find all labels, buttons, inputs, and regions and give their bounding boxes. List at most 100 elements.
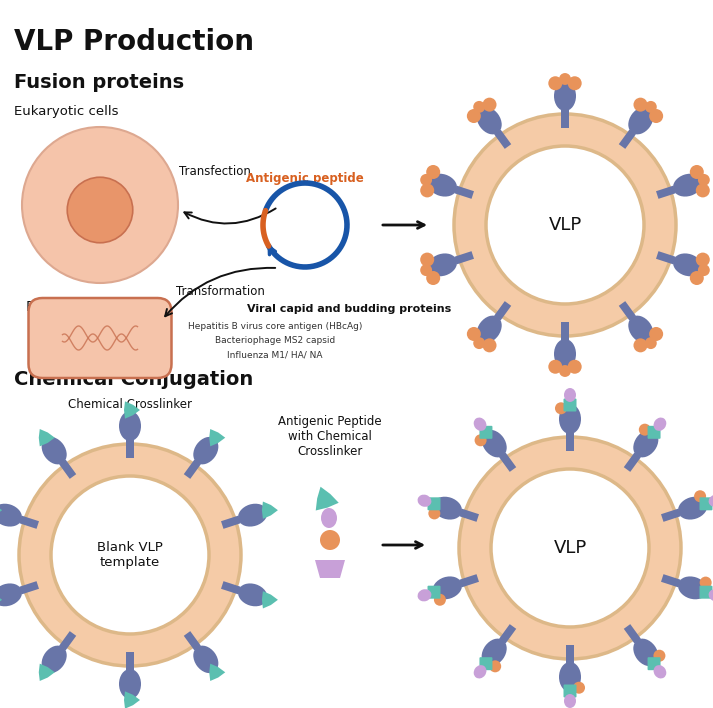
Polygon shape — [561, 322, 569, 340]
Ellipse shape — [709, 589, 713, 601]
Ellipse shape — [709, 495, 713, 507]
Text: Fusion proteins: Fusion proteins — [14, 73, 184, 92]
Polygon shape — [262, 501, 278, 519]
Ellipse shape — [628, 316, 653, 343]
Ellipse shape — [633, 430, 658, 457]
Circle shape — [548, 76, 563, 90]
Polygon shape — [459, 574, 479, 588]
Ellipse shape — [0, 583, 22, 606]
FancyBboxPatch shape — [699, 586, 712, 599]
Ellipse shape — [673, 253, 702, 276]
Circle shape — [555, 402, 567, 414]
Text: Eukaryotic cells: Eukaryotic cells — [14, 105, 118, 118]
FancyBboxPatch shape — [699, 497, 712, 510]
Circle shape — [320, 530, 340, 550]
Circle shape — [689, 165, 704, 179]
Text: VLP Production: VLP Production — [14, 28, 254, 56]
Polygon shape — [39, 429, 55, 446]
Text: VLP: VLP — [548, 216, 582, 234]
Circle shape — [51, 476, 209, 634]
Polygon shape — [619, 301, 636, 321]
FancyBboxPatch shape — [428, 586, 441, 599]
Circle shape — [489, 661, 501, 673]
Circle shape — [696, 253, 710, 267]
Circle shape — [429, 508, 441, 520]
Circle shape — [649, 109, 663, 123]
Ellipse shape — [654, 418, 666, 431]
Ellipse shape — [477, 316, 502, 343]
Ellipse shape — [238, 583, 267, 606]
Text: Antigenic Peptide
with Chemical
Crosslinker: Antigenic Peptide with Chemical Crosslin… — [278, 415, 382, 458]
Circle shape — [559, 73, 571, 85]
Polygon shape — [566, 433, 574, 451]
Text: Hepatitis B virus core antigen (HBcAg): Hepatitis B virus core antigen (HBcAg) — [188, 322, 362, 331]
Circle shape — [420, 264, 432, 276]
Polygon shape — [494, 301, 511, 321]
Polygon shape — [126, 652, 134, 670]
Text: Transfection: Transfection — [179, 165, 251, 178]
Circle shape — [486, 146, 644, 304]
Text: Chemical Crosslinker: Chemical Crosslinker — [68, 398, 192, 411]
Polygon shape — [454, 185, 474, 199]
Polygon shape — [656, 185, 676, 199]
Polygon shape — [19, 515, 39, 529]
Polygon shape — [561, 110, 569, 128]
Circle shape — [420, 174, 432, 185]
Text: Blank VLP
template: Blank VLP template — [97, 541, 163, 569]
Ellipse shape — [119, 669, 141, 699]
Polygon shape — [19, 581, 39, 594]
Polygon shape — [499, 452, 516, 472]
Circle shape — [633, 338, 647, 353]
Text: Antigenic peptide: Antigenic peptide — [246, 172, 364, 185]
Polygon shape — [624, 452, 641, 472]
Circle shape — [699, 576, 712, 588]
FancyBboxPatch shape — [428, 497, 441, 510]
FancyBboxPatch shape — [479, 657, 493, 670]
Circle shape — [420, 253, 434, 267]
Polygon shape — [494, 130, 511, 149]
Polygon shape — [661, 508, 681, 522]
Polygon shape — [39, 663, 55, 681]
Circle shape — [696, 183, 710, 198]
Polygon shape — [59, 459, 76, 479]
Circle shape — [694, 490, 706, 502]
Circle shape — [633, 98, 647, 112]
Circle shape — [454, 114, 676, 336]
Text: Transformation: Transformation — [175, 285, 265, 298]
Ellipse shape — [633, 639, 658, 666]
Ellipse shape — [473, 665, 486, 678]
Ellipse shape — [564, 694, 576, 708]
Polygon shape — [0, 501, 2, 519]
Circle shape — [573, 682, 585, 694]
Circle shape — [459, 437, 681, 659]
Ellipse shape — [654, 665, 666, 678]
Circle shape — [434, 594, 446, 606]
Ellipse shape — [482, 430, 507, 457]
Circle shape — [689, 271, 704, 285]
FancyBboxPatch shape — [29, 298, 172, 378]
Ellipse shape — [473, 418, 486, 431]
Polygon shape — [124, 401, 140, 418]
Ellipse shape — [554, 339, 576, 369]
FancyBboxPatch shape — [479, 426, 493, 439]
Circle shape — [559, 365, 571, 377]
Ellipse shape — [193, 437, 218, 464]
Polygon shape — [656, 251, 676, 264]
Circle shape — [645, 101, 657, 113]
Polygon shape — [454, 251, 474, 264]
Circle shape — [649, 327, 663, 341]
Ellipse shape — [428, 173, 457, 197]
Ellipse shape — [238, 503, 267, 527]
Polygon shape — [209, 429, 225, 446]
Circle shape — [639, 423, 651, 435]
Circle shape — [698, 264, 710, 276]
Circle shape — [568, 360, 582, 374]
Polygon shape — [209, 663, 225, 681]
Ellipse shape — [477, 107, 502, 135]
Circle shape — [483, 338, 496, 353]
Text: Bacteriophage MS2 capsid: Bacteriophage MS2 capsid — [215, 336, 335, 345]
Polygon shape — [459, 508, 479, 522]
Circle shape — [467, 327, 481, 341]
Circle shape — [22, 127, 178, 283]
Ellipse shape — [433, 497, 462, 520]
